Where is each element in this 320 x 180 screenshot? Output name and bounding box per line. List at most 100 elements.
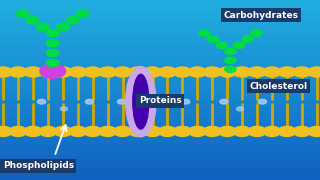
Bar (0, 45, 320, 47)
Circle shape (140, 107, 148, 111)
Circle shape (207, 36, 219, 42)
Bar (0, 76, 320, 79)
Bar (0, 47, 320, 50)
Bar (0, 133, 320, 135)
Circle shape (158, 126, 176, 136)
Bar (0, 81, 320, 83)
Circle shape (0, 67, 12, 77)
Bar (0, 9, 320, 11)
Bar (0, 38, 320, 40)
Circle shape (236, 107, 244, 111)
Bar (0, 72, 320, 74)
Bar (0, 83, 320, 86)
Text: Proteins: Proteins (139, 96, 181, 105)
Circle shape (56, 23, 69, 30)
Bar (0, 169, 320, 171)
Circle shape (293, 126, 311, 136)
Bar (0, 14, 320, 16)
Circle shape (60, 107, 68, 111)
Bar (0, 173, 320, 176)
Circle shape (16, 10, 29, 17)
Circle shape (188, 67, 206, 77)
Circle shape (293, 67, 311, 77)
Circle shape (199, 30, 210, 36)
Bar (0, 2, 320, 4)
Bar (0, 112, 320, 115)
Circle shape (54, 67, 72, 77)
Bar (0, 11, 320, 14)
Circle shape (158, 67, 176, 77)
Text: Cholesterol: Cholesterol (249, 82, 308, 91)
Bar (0, 166, 320, 169)
Circle shape (85, 99, 94, 104)
Bar (0, 50, 320, 52)
Circle shape (114, 67, 132, 77)
Bar (0, 142, 320, 144)
Circle shape (9, 67, 27, 77)
Bar (0, 18, 320, 20)
Circle shape (258, 99, 267, 104)
Bar (0, 36, 320, 38)
Circle shape (37, 99, 46, 104)
Circle shape (225, 57, 236, 64)
Circle shape (188, 126, 206, 136)
Bar (0, 20, 320, 22)
Bar (0, 4, 320, 7)
Bar (0, 0, 320, 2)
Bar (0, 61, 320, 63)
Bar (0, 146, 320, 148)
Circle shape (46, 50, 59, 57)
Bar (0, 162, 320, 164)
Bar (0, 144, 320, 146)
Bar (0, 68, 320, 70)
Bar (0, 94, 320, 97)
Bar (0, 160, 320, 162)
Circle shape (308, 126, 320, 136)
Circle shape (181, 99, 190, 104)
Bar (0, 92, 320, 94)
Bar (0, 27, 320, 29)
Bar (0, 101, 320, 104)
Bar (0, 86, 320, 88)
Circle shape (248, 67, 266, 77)
Bar (0, 22, 320, 25)
Circle shape (263, 126, 281, 136)
Bar (0, 115, 320, 117)
Bar (0, 74, 320, 76)
Circle shape (46, 40, 59, 47)
Circle shape (233, 126, 251, 136)
Bar (0, 153, 320, 155)
Bar (0, 126, 320, 128)
Bar (0, 34, 320, 36)
Circle shape (218, 67, 236, 77)
Circle shape (24, 126, 42, 136)
Circle shape (114, 126, 132, 136)
Bar (0, 43, 320, 45)
Bar (0, 117, 320, 119)
Circle shape (99, 67, 117, 77)
Bar (0, 88, 320, 90)
Circle shape (218, 126, 236, 136)
Circle shape (203, 126, 221, 136)
Circle shape (36, 23, 49, 30)
Circle shape (233, 42, 245, 48)
Circle shape (99, 126, 117, 136)
Bar (0, 56, 320, 58)
Circle shape (251, 30, 262, 36)
Text: Carbohydrates: Carbohydrates (223, 11, 298, 20)
Circle shape (173, 126, 191, 136)
Circle shape (225, 48, 236, 55)
Circle shape (27, 17, 39, 24)
Bar (0, 70, 320, 72)
Circle shape (69, 67, 87, 77)
Ellipse shape (133, 74, 149, 129)
Bar (0, 155, 320, 158)
Circle shape (144, 126, 162, 136)
Circle shape (144, 67, 162, 77)
Bar (0, 140, 320, 142)
Bar (0, 124, 320, 126)
Bar (0, 122, 320, 124)
Bar (0, 106, 320, 108)
Circle shape (220, 99, 228, 104)
Circle shape (263, 67, 281, 77)
